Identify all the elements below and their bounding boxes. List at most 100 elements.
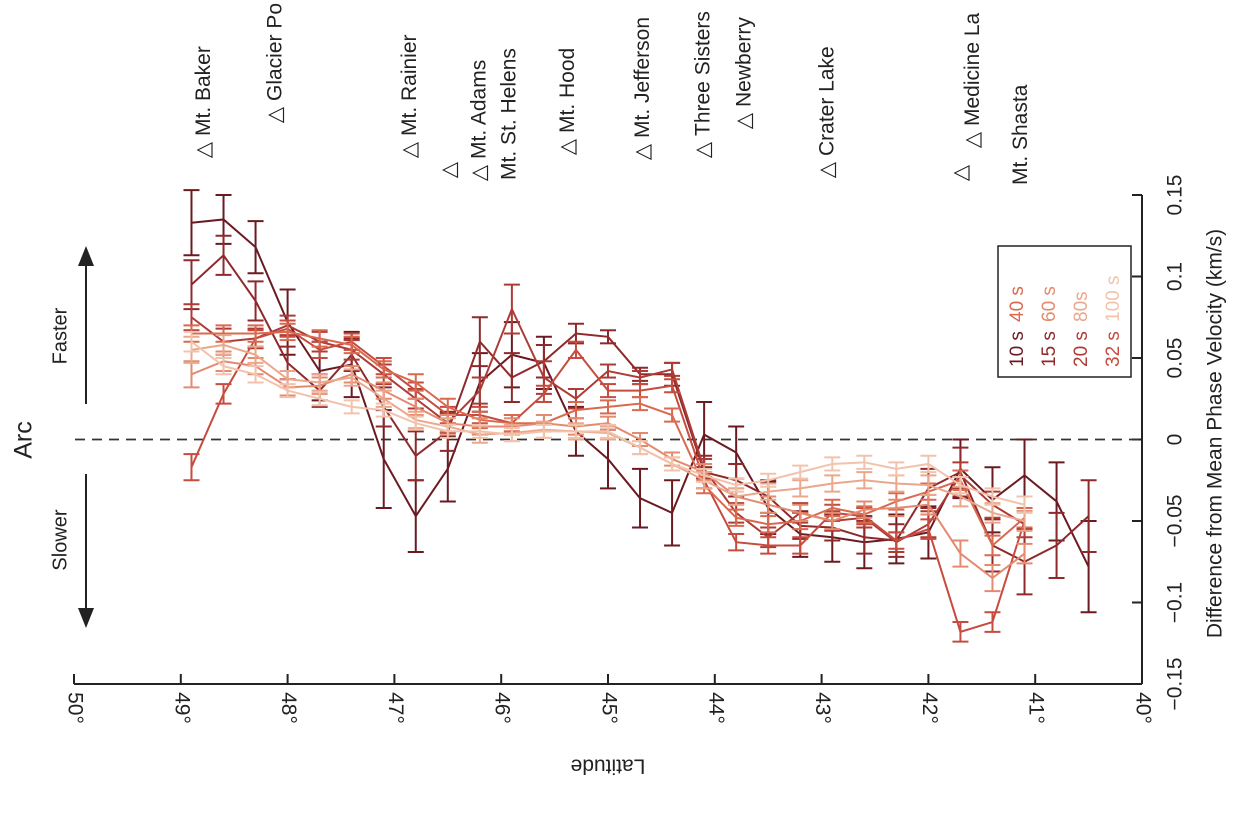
volcano-label: Mt. Hood — [556, 48, 579, 133]
error-bar — [728, 508, 745, 527]
error-bar — [696, 467, 713, 483]
volcano-label: Mt. Baker — [192, 46, 215, 136]
error-bar — [407, 415, 424, 431]
error-bar — [952, 621, 969, 643]
volcano-triangle-icon: △ — [263, 106, 286, 123]
error-bar — [247, 280, 264, 322]
legend-entry: 60 s — [1039, 286, 1060, 322]
error-bar — [407, 373, 424, 392]
legend-entry: 40 s — [1007, 286, 1028, 322]
x-axis-title: Latitude — [571, 754, 646, 777]
error-bar — [600, 329, 616, 345]
volcano-triangle-icon: △ — [192, 141, 215, 158]
velocity-tick-label: 0 — [1164, 434, 1187, 446]
error-bar — [792, 479, 809, 498]
y-axis-title: Difference from Mean Phase Velocity (km/… — [1204, 229, 1227, 638]
error-bar — [183, 330, 200, 353]
error-bar — [1080, 479, 1097, 553]
legend-entry: 80s — [1071, 291, 1092, 322]
velocity-tick-label: 0.15 — [1164, 175, 1187, 216]
error-bar — [279, 383, 296, 399]
error-bar — [984, 534, 1001, 557]
error-bar — [664, 479, 681, 547]
error-bar — [664, 407, 681, 423]
annotations: Arc Faster Slower — [10, 246, 94, 628]
error-bar — [792, 503, 809, 522]
error-bar — [215, 357, 232, 376]
legend-box — [997, 245, 1132, 378]
latitude-tick-label: 47° — [384, 692, 407, 724]
volcano-triangle-icon: △ — [467, 164, 490, 181]
error-bar — [984, 487, 1001, 506]
series-layer — [183, 189, 1097, 643]
error-bar — [600, 363, 616, 379]
error-bar — [343, 399, 360, 415]
error-bar — [567, 423, 584, 439]
error-bar — [952, 539, 969, 568]
error-bar — [856, 471, 873, 490]
volcano-label: Three Sisters — [692, 11, 715, 136]
error-bar — [984, 564, 1001, 593]
velocity-tick-label: −0.15 — [1164, 657, 1187, 710]
error-bar — [343, 368, 360, 387]
error-bar — [984, 611, 1001, 633]
error-bar — [183, 189, 200, 257]
error-bar — [503, 283, 520, 335]
error-bar — [215, 234, 232, 276]
error-bar — [247, 220, 264, 275]
error-bar — [535, 423, 552, 439]
error-bar — [888, 461, 905, 477]
error-bar — [856, 500, 873, 519]
volcano-label: Mt. Rainier — [398, 34, 421, 136]
error-bar — [1016, 495, 1033, 514]
volcano-labels: △ Mt. Baker △ Glacier Po △ Mt. Rainier △ Mt. Ad… — [192, 3, 1032, 185]
volcano-triangle-icon: △ — [692, 141, 715, 158]
legend-entry: 10 s — [1007, 331, 1028, 367]
volcano-label: Crater Lake — [816, 46, 839, 156]
error-bar — [920, 474, 937, 496]
error-bar — [792, 464, 809, 480]
legend-entry: 20 s — [1071, 331, 1092, 367]
error-bar — [279, 322, 296, 342]
error-bar — [1048, 511, 1065, 580]
volcano-triangle-icon: △ — [631, 143, 654, 160]
error-bar — [183, 259, 200, 311]
error-bar — [888, 531, 905, 550]
error-bar — [888, 498, 905, 518]
velocity-tick-label: −0.05 — [1164, 494, 1187, 547]
error-bar — [567, 340, 584, 359]
error-bar — [407, 430, 424, 482]
error-bar — [535, 384, 552, 404]
volcano-triangle-icon: △ — [961, 131, 984, 148]
error-bar — [471, 376, 488, 405]
error-bar — [792, 536, 809, 555]
error-bar — [215, 334, 232, 356]
slower-label: Slower — [49, 509, 71, 570]
error-bar — [183, 360, 200, 389]
latitude-tick-label: 49° — [170, 692, 193, 724]
latitude-tick-label: 40° — [1131, 692, 1154, 724]
error-bar — [600, 399, 616, 415]
latitude-tick-label: 42° — [918, 692, 941, 724]
error-bar — [824, 474, 841, 493]
volcano-label: Medicine La — [961, 12, 984, 126]
error-bar — [600, 423, 616, 439]
velocity-tick-label: −0.1 — [1164, 582, 1187, 623]
error-bar — [311, 329, 328, 348]
error-bar — [632, 396, 649, 412]
faster-arrow-head — [78, 246, 94, 266]
latitude-tick-label: 50° — [63, 692, 86, 724]
slower-arrow-head — [78, 608, 94, 628]
error-bar — [856, 454, 873, 470]
error-bar — [247, 345, 264, 364]
error-bar — [920, 454, 937, 474]
error-bar — [664, 456, 681, 472]
latitude-tick-label: 43° — [811, 692, 834, 724]
error-bar — [503, 427, 520, 443]
error-bar — [343, 335, 360, 355]
legend-entry: 100 s — [1103, 276, 1124, 322]
legend: 10 s 40 s 15 s 60 s 20 s 80s 32 s 100 s — [997, 245, 1132, 378]
latitude-tick-label: 48° — [277, 692, 300, 724]
error-bar — [311, 373, 328, 392]
